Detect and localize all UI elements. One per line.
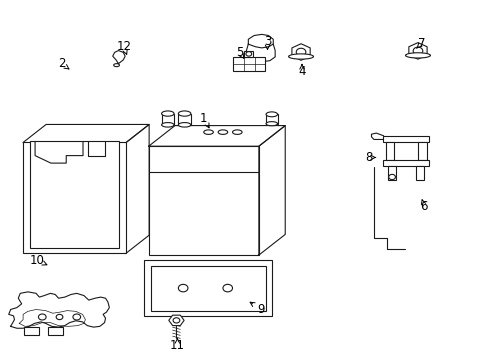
Ellipse shape [113, 64, 119, 67]
Bar [244, 51, 253, 57]
Text: 3: 3 [263, 35, 271, 48]
Circle shape [296, 48, 305, 56]
Bar [30, 141, 119, 248]
Circle shape [388, 174, 395, 180]
Circle shape [39, 314, 46, 320]
Text: 5: 5 [236, 46, 243, 59]
Bar [385, 142, 394, 161]
Text: 8: 8 [365, 151, 372, 164]
Circle shape [173, 318, 180, 323]
Text: 12: 12 [116, 40, 131, 53]
Circle shape [73, 314, 81, 320]
Bar [387, 166, 395, 180]
Text: 6: 6 [420, 200, 427, 213]
Ellipse shape [232, 130, 242, 134]
Bar [415, 166, 423, 180]
Bar [383, 160, 428, 166]
Text: 11: 11 [169, 339, 184, 352]
Text: 4: 4 [298, 65, 305, 78]
Circle shape [245, 51, 251, 56]
Circle shape [178, 284, 187, 292]
Bar [48, 327, 63, 335]
Ellipse shape [161, 111, 174, 116]
Ellipse shape [218, 130, 227, 134]
Bar [417, 142, 426, 161]
Bar [178, 113, 190, 125]
Bar [161, 113, 174, 125]
Ellipse shape [265, 122, 277, 126]
Bar [24, 327, 40, 335]
Bar [143, 260, 272, 316]
Text: 9: 9 [257, 303, 264, 316]
Ellipse shape [265, 112, 277, 117]
Circle shape [56, 314, 63, 320]
Ellipse shape [178, 122, 190, 127]
Text: 7: 7 [417, 36, 425, 50]
Bar [232, 57, 264, 71]
Bar [150, 266, 265, 311]
Ellipse shape [161, 122, 174, 127]
Text: 10: 10 [30, 254, 45, 267]
Ellipse shape [203, 130, 213, 134]
Ellipse shape [288, 54, 313, 59]
Ellipse shape [178, 111, 190, 116]
Bar [148, 146, 258, 255]
Bar [23, 143, 126, 253]
Bar [383, 136, 428, 143]
Ellipse shape [405, 53, 429, 58]
Circle shape [223, 284, 232, 292]
Bar [265, 114, 277, 124]
Text: 1: 1 [200, 112, 207, 125]
Text: 2: 2 [58, 57, 65, 70]
Circle shape [412, 47, 422, 55]
